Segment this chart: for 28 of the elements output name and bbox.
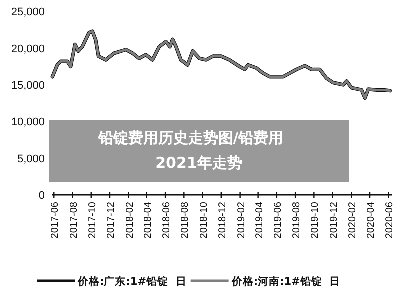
text: 铅锭费用历史走势图/铅费用2021年走势 xyxy=(97,129,284,172)
y-tick-label: 25,000 xyxy=(11,6,45,19)
legend-label: 价格:广东:1#铅锭 日 xyxy=(77,275,187,288)
x-tick-label: 2018-12 xyxy=(217,202,228,239)
y-tick-label: 20,000 xyxy=(11,43,45,56)
x-tick-label: 2018-02 xyxy=(124,202,136,239)
x-tick-label: 2019-10 xyxy=(310,202,322,239)
x-tick-label: 2017-10 xyxy=(87,202,98,239)
x-tick-label: 2019-12 xyxy=(328,202,340,239)
x-tick-label: 2017-06 xyxy=(50,202,62,239)
x-tick-label: 2019-02 xyxy=(236,202,248,239)
y-tick-label: 0 xyxy=(38,190,45,202)
x-tick-label: 2018-06 xyxy=(162,202,173,239)
x-tick-label: 2017-12 xyxy=(106,202,117,239)
x-tick-label: 2020-06 xyxy=(384,202,396,239)
x-tick-label: 2018-04 xyxy=(142,202,154,239)
x-tick-label: 2017-08 xyxy=(68,202,80,239)
x-tick-label: 2018-10 xyxy=(198,202,210,239)
y-tick-label: 15,000 xyxy=(11,80,45,92)
x-tick-label: 2020-02 xyxy=(348,202,359,239)
x-tick-label: 2019-08 xyxy=(292,202,303,239)
x-tick-label: 2019-04 xyxy=(254,202,266,239)
x-tick-label: 2018-08 xyxy=(180,202,192,239)
x-tick-label: 2019-06 xyxy=(272,202,284,239)
legend-label: 价格:河南:1#铅锭 日 xyxy=(230,275,341,288)
x-tick-label: 2020-04 xyxy=(366,202,378,239)
y-tick-label: 5,000 xyxy=(17,153,45,166)
y-tick-label: 10,000 xyxy=(11,116,45,129)
